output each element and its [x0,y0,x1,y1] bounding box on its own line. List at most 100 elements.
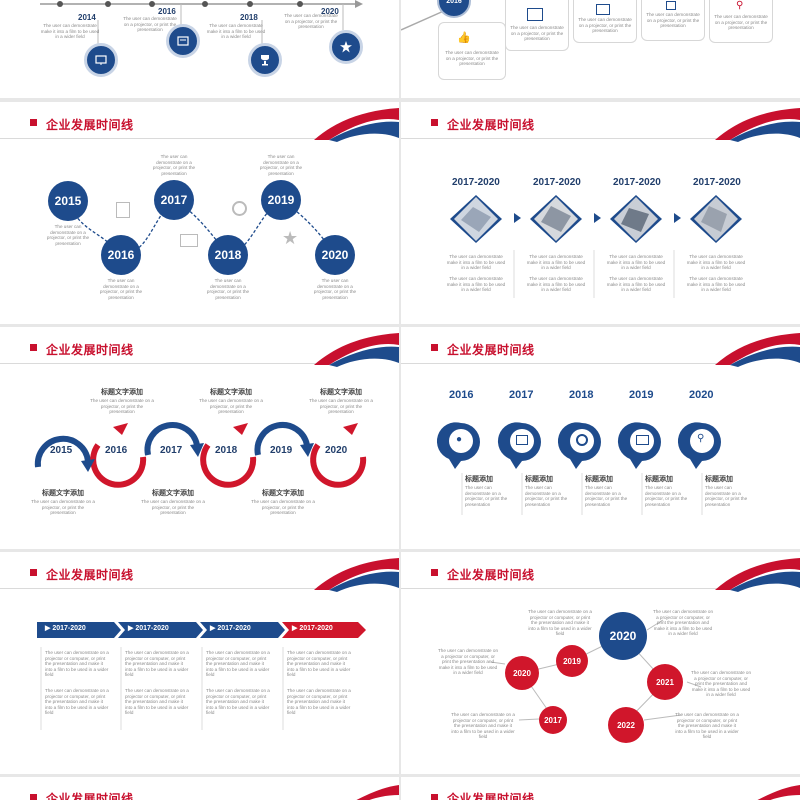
title-marker [431,794,438,800]
slide-partial-bottom-right: 企业发展时间线 [401,777,800,800]
desc-text: The user can demonstrate make it into a … [686,254,746,271]
year-label: 2016 [105,445,128,456]
desc-text: The user can demonstrate on a projector,… [510,25,564,42]
desc-text: The user can demonstrate on a projector,… [199,398,263,415]
desc-text: The user can demonstrate on a projector … [125,688,189,716]
search-icon [576,434,588,446]
year-label: 2014 [78,13,96,22]
brand-swoosh [715,108,800,142]
slide-wave-timeline: 企业发展时间线 2015 2016 2017 2018 2019 2020 ★ … [0,102,399,324]
desc-text: The user can demonstrate make it into a … [40,23,100,40]
year-label: 2020 [609,629,637,643]
connector-lines [401,9,447,31]
desc-text: The user can demonstrate on a projector,… [99,278,143,300]
year-circle: 2019 [556,645,588,677]
slide-title: 企业发展时间线 [447,792,535,800]
monitor-icon [596,4,610,15]
desc-text: The user can demonstrate on a projector,… [705,485,748,507]
slide-arrow-bar: 企业发展时间线 ▶ 2017-2020 ▶ 2017-2020 ▶ 2017-2… [0,552,399,774]
wave-path [67,199,336,256]
desc-text: The user can demonstrate on a projector,… [585,485,628,507]
chevron-bar [37,622,366,730]
year-label: 2017 [160,445,183,456]
period-label: 2017-2020 [693,177,741,188]
trophy-icon [248,43,282,77]
year-label: 2016 [158,7,176,16]
divider [401,588,731,589]
desc-text: The user can demonstrate on a projector,… [313,278,357,300]
desc-text: The user can demonstrate on a projector … [675,712,739,740]
slide-circle-network: 企业发展时间线 2020 2019 2020 2021 2017 2022 Th… [401,552,800,774]
year-circle: 2018 [208,235,248,275]
slide-partial-top-left: 2014 2016 2018 2020 The user can demonst… [0,0,399,98]
title-marker [431,569,438,576]
desc-text: The user can demonstrate make it into a … [526,254,586,271]
period-label: 2017-2020 [533,177,581,188]
year-label: 2020 [689,389,714,401]
desc-text: The user can demonstrate on a projector … [691,670,752,698]
period-label: ▶ 2017-2020 [210,625,251,632]
desc-text: The user can demonstrate on a projector,… [141,499,205,516]
period-text: 2017-2020 [217,625,251,632]
trophy-icon: ⚲ [697,433,705,444]
slide-title: 企业发展时间线 [46,343,134,357]
location-icon: ● [456,434,463,445]
brand-swoosh [314,108,399,142]
card: The user can demonstrate on a projector,… [505,0,569,51]
desc-text: The user can demonstrate on a projector … [287,650,351,678]
brand-swoosh [314,333,399,367]
desc-text: The user can demonstrate on a projector … [451,712,515,740]
pin-shapes [436,422,721,515]
desc-text: The user can demonstrate on a projector,… [152,154,196,176]
period-label: ▶ 2017-2020 [45,625,86,632]
year-label: 2018 [214,248,242,262]
year-label: 2019 [267,193,295,207]
year-label: 2020 [321,7,339,16]
heading-text: 标题文字添加 [262,489,304,497]
slide-title: 企业发展时间线 [46,568,134,582]
year-circle: 2015 [48,181,88,221]
year-circle: 2017 [154,180,194,220]
year-circle: 2022 [608,707,644,743]
year-circle: 2016 [101,235,141,275]
slide-pin-markers: 企业发展时间线 ● ⚲ 2016 2017 [401,327,800,549]
year-circle: 2020 [505,656,539,690]
year-circle: 2021 [647,664,683,700]
divider [0,138,330,139]
desc-text: The user can demonstrate on a projector … [206,650,270,678]
desc-text: The user can demonstrate on a projector … [125,650,189,678]
year-label: 2020 [513,668,531,678]
card: The user can demonstrate on a projector,… [573,0,637,43]
desc-text: The user can demonstrate on a projector,… [578,17,632,34]
presentation-icon [166,24,200,58]
title-marker [431,344,438,351]
divider [401,363,731,364]
period-text: 2017-2020 [135,625,169,632]
thumbs-up-icon: 👍 [457,32,471,44]
year-circle: 2017 [539,706,567,734]
period-label: 2017-2020 [613,177,661,188]
slide-image-steps: 企业发展时间线 2017-2020 2017-2020 2017-2020 20… [401,102,800,324]
year-label: 2017 [509,389,534,401]
year-label: 2016 [107,248,135,262]
heading-text: 标题添加 [465,475,493,483]
title-marker [431,119,438,126]
heading-text: 标题文字添加 [101,388,143,396]
timeline-line [40,0,363,45]
title-marker [30,794,37,800]
heading-text: 标题添加 [525,475,553,483]
slide-title: 企业发展时间线 [447,343,535,357]
year-label: 2020 [321,248,349,262]
desc-text: The user can demonstrate make it into a … [606,276,666,293]
desc-text: The user can demonstrate on a projector … [528,609,592,637]
heading-text: 标题添加 [705,475,733,483]
brand-swoosh [757,785,800,800]
year-label: 2019 [270,445,293,456]
year-circle: 2020 [315,235,355,275]
desc-text: The user can demonstrate on a projector … [45,688,109,716]
divider [0,363,330,364]
divider [401,138,731,139]
brand-swoosh [356,785,399,800]
card: 👍 The user can demonstrate on a projecto… [438,22,506,80]
desc-text: The user can demonstrate on a projector,… [646,12,700,29]
